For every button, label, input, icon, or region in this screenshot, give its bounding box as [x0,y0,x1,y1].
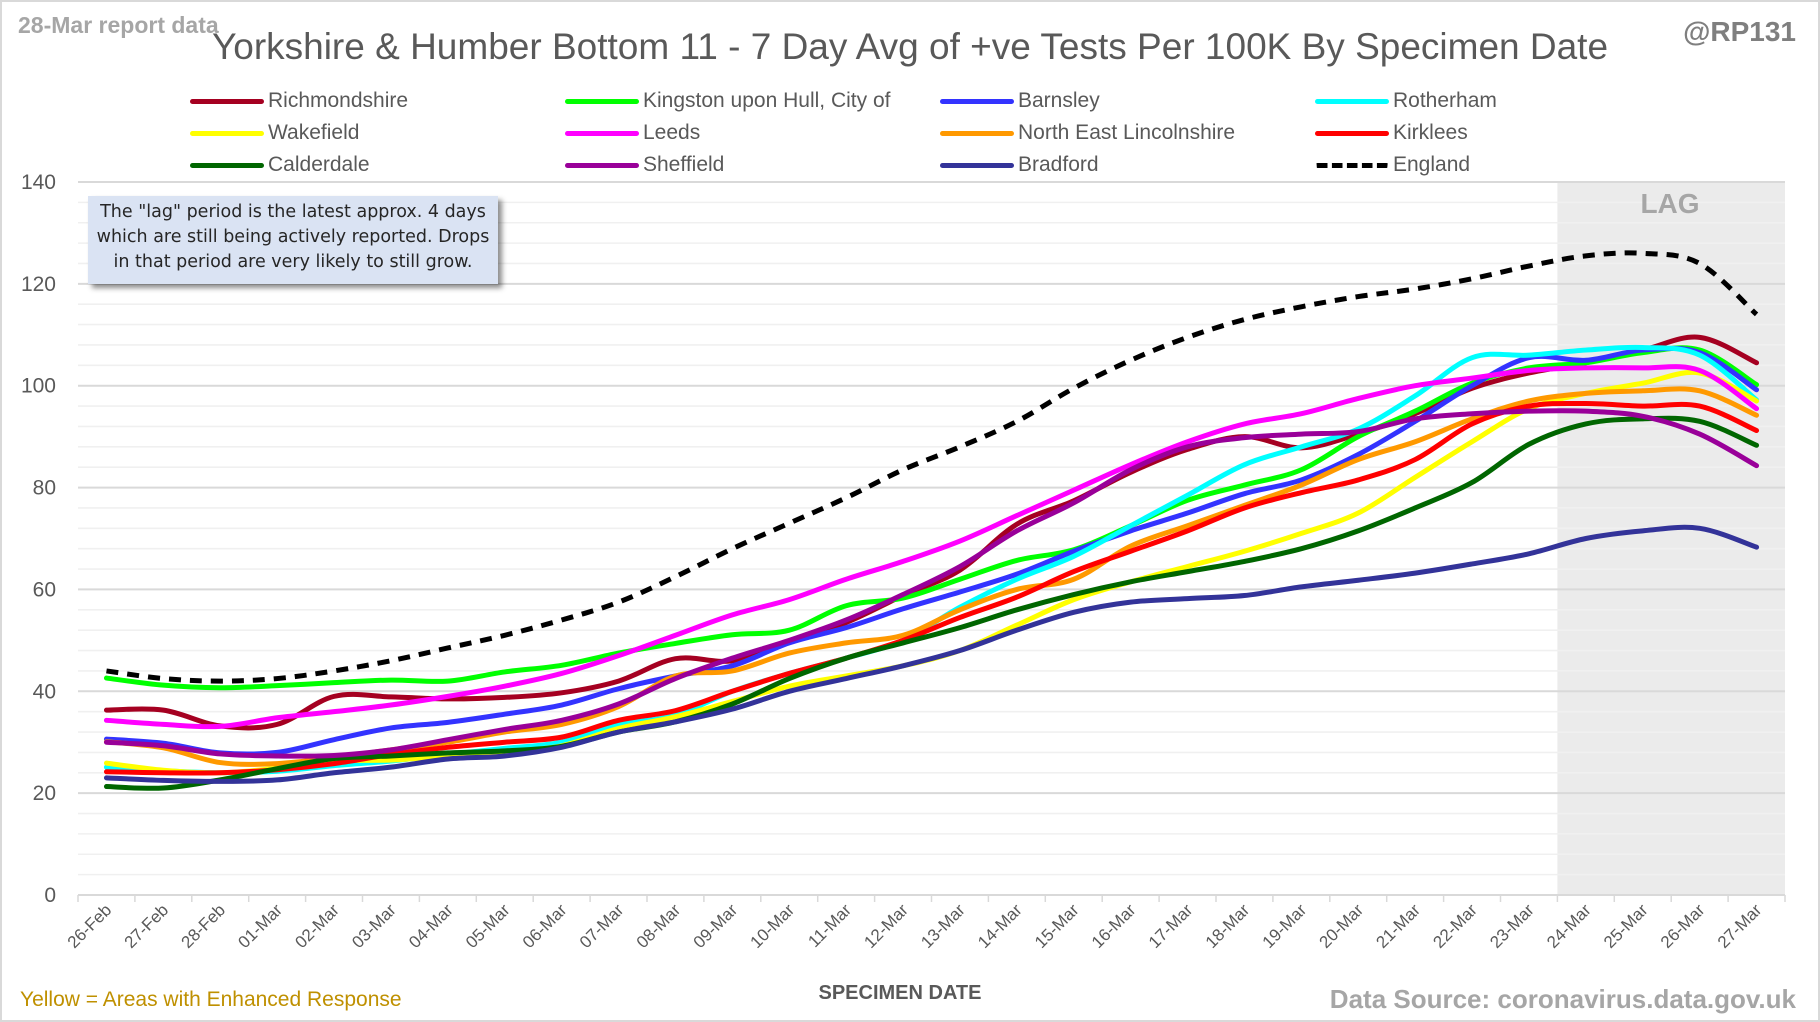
y-tick-label: 120 [21,273,56,296]
data-source-label: Data Source: coronavirus.data.gov.uk [1329,984,1796,1014]
enhanced-response-footnote: Yellow = Areas with Enhanced Response [20,988,402,1011]
note-line: The "lag" period is the latest approx. 4… [100,202,486,222]
x-tick-label: 26-Mar [1657,900,1709,952]
series-line-england [106,250,1759,684]
legend-item-england: England [1315,150,1470,180]
x-tick-label: 01-Mar [234,900,286,952]
y-tick-label: 100 [21,375,56,398]
series-line-richmondshire [103,334,1760,731]
legend-swatch [190,130,264,136]
legend-label: Wakefield [268,121,360,144]
x-tick-label: 11-Mar [804,900,855,951]
x-tick-label: 15-Mar [1031,900,1083,952]
legend-item-leeds: Leeds [565,118,700,148]
x-tick-label: 23-Mar [1486,900,1538,952]
legend-label: Kirklees [1393,121,1468,144]
x-tick-label: 20-Mar [1316,900,1368,952]
x-tick-label: 07-Mar [576,900,628,952]
series-line-leeds [103,364,1760,730]
legend-label: Calderdale [268,153,370,176]
x-tick-label: 21-Mar [1372,900,1424,952]
series-line-calderdale [103,415,1760,791]
x-tick-label: 12-Mar [860,900,912,952]
legend-label: Leeds [643,121,701,144]
note-line: in that period are very likely to still … [113,252,473,272]
y-tick-label: 0 [44,884,56,907]
x-tick-label: 03-Mar [348,900,400,952]
series-line-sheffield [103,408,1760,759]
legend-label: England [1393,153,1471,176]
legend-item-bradford: Bradford [940,150,1099,180]
legend-item-sheffield: Sheffield [565,150,724,180]
legend-swatch [190,162,264,168]
series-line-bradford [103,524,1760,784]
legend-swatch [940,130,1014,136]
legend-item-wakefield: Wakefield [190,118,359,148]
x-tick-label: 13-Mar [917,900,969,952]
chart-title: Yorkshire & Humber Bottom 11 - 7 Day Avg… [211,26,1609,67]
x-tick-label: 27-Mar [1714,900,1766,952]
x-tick-label: 14-Mar [974,900,1026,952]
series-line-wakefield [103,369,1760,776]
y-tick-label: 40 [33,680,56,703]
x-axis-title: SPECIMEN DATE [818,982,982,1004]
x-tick-label: 17-Mar [1145,900,1197,952]
x-tick-label: 10-Mar [747,900,799,952]
x-tick-label: 28-Feb [178,900,230,952]
legend-item-barnsley: Barnsley [940,86,1100,116]
legend-item-calderdale: Calderdale [190,150,370,180]
legend-item-richmondshire: Richmondshire [190,86,408,116]
legend-label: Sheffield [643,153,725,176]
x-tick-label: 06-Mar [519,900,571,952]
legend-label: Bradford [1018,153,1099,176]
x-tick-label: 04-Mar [405,900,457,952]
legend-label: Rotherham [1393,89,1497,112]
x-tick-label: 22-Mar [1429,900,1481,952]
x-tick-label: 27-Feb [121,900,173,952]
author-handle: @RP131 [1683,16,1796,47]
legend-swatch [565,162,639,168]
x-tick-label: 09-Mar [690,900,742,952]
legend-item-kirklees: Kirklees [1315,118,1468,148]
x-tick-label: 25-Mar [1600,900,1652,952]
legend-swatch [1315,98,1389,104]
y-tick-label: 60 [33,578,56,601]
legend-swatch [190,98,264,104]
legend-label: Barnsley [1018,89,1100,112]
x-tick-label: 18-Mar [1202,900,1254,952]
report-date-label: 28-Mar report data [18,12,219,38]
lag-note-box: The "lag" period is the latest approx. 4… [88,196,498,284]
legend-swatch [1315,162,1389,168]
legend-item-kingston-upon-hull-city-of: Kingston upon Hull, City of [565,86,890,116]
legend-label: Kingston upon Hull, City of [643,89,891,112]
x-tick-label: 24-Mar [1543,900,1595,952]
x-tick-label: 08-Mar [633,900,685,952]
legend-label: Richmondshire [268,89,409,112]
legend-swatch [565,130,639,136]
legend-item-north-east-lincolnshire: North East Lincolnshire [940,118,1235,148]
lag-label: LAG [1640,188,1700,219]
x-tick-label: 02-Mar [291,900,343,952]
note-line: which are still being actively reported.… [96,227,490,247]
legend-swatch [940,98,1014,104]
legend-swatch [1315,130,1389,136]
y-tick-label: 80 [33,477,56,500]
x-tick-label: 05-Mar [462,900,514,952]
legend-item-rotherham: Rotherham [1315,86,1497,116]
y-tick-label: 140 [21,171,56,194]
x-tick-label: 16-Mar [1088,900,1140,952]
y-tick-label: 20 [33,782,56,805]
legend-label: North East Lincolnshire [1018,121,1236,144]
x-tick-label: 26-Feb [64,900,116,952]
x-tick-label: 19-Mar [1259,900,1311,952]
legend-swatch [940,162,1014,168]
legend-swatch [565,98,639,104]
